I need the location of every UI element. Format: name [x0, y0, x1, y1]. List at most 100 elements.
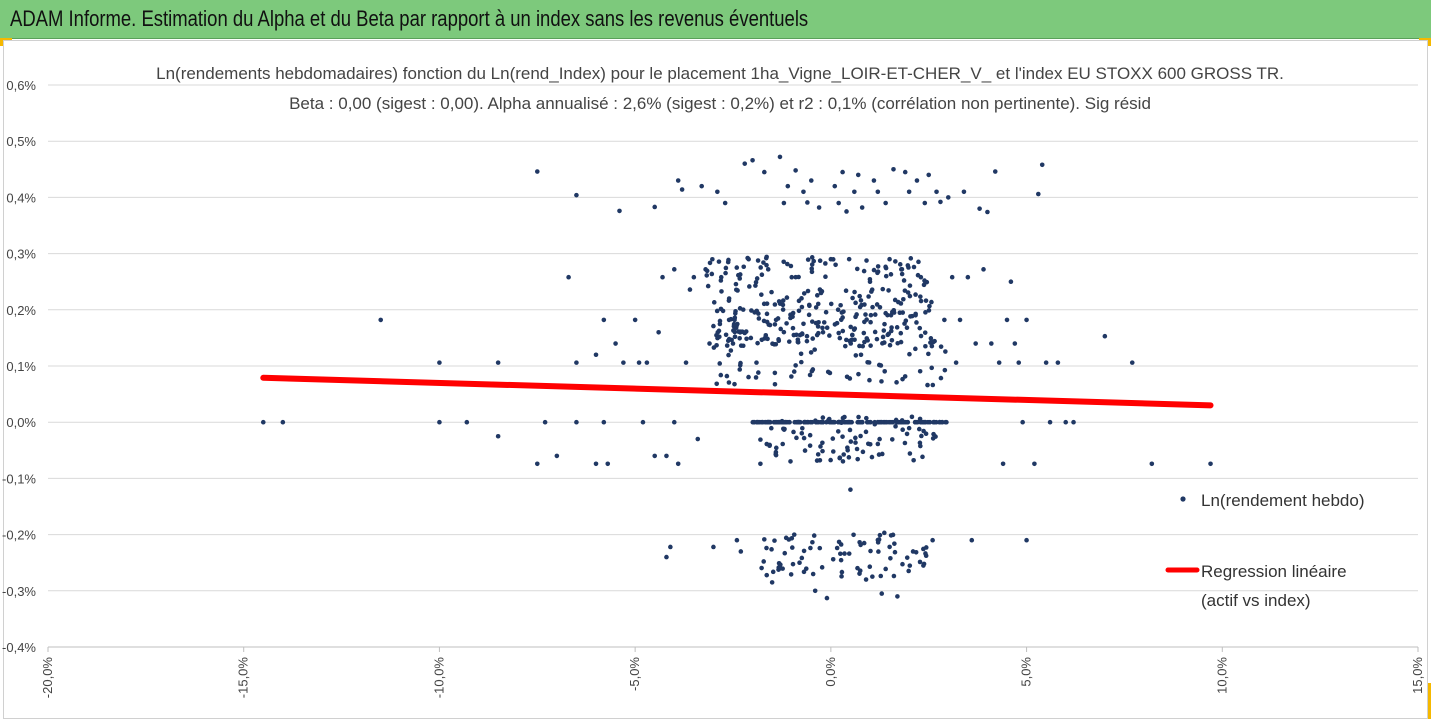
data-point — [902, 169, 908, 175]
data-point — [834, 545, 840, 551]
data-point — [901, 296, 906, 302]
data-point — [1000, 461, 1006, 467]
data-point — [799, 359, 804, 365]
data-point — [902, 288, 908, 293]
data-point — [838, 302, 843, 308]
corner-accent-right-v — [1428, 38, 1431, 46]
data-point — [843, 419, 849, 425]
data-point — [733, 281, 739, 287]
data-point — [930, 537, 935, 543]
data-point — [838, 551, 843, 557]
data-point — [907, 451, 913, 456]
data-point — [718, 372, 724, 378]
data-point — [704, 273, 710, 278]
data-point — [811, 533, 817, 538]
data-point — [923, 343, 928, 349]
data-point — [879, 419, 885, 425]
data-point — [464, 419, 470, 425]
data-point — [714, 308, 720, 314]
data-point — [788, 572, 794, 577]
y-tick-label: -0,3% — [2, 584, 36, 599]
data-point — [844, 209, 849, 214]
data-point — [918, 298, 924, 304]
data-point — [879, 451, 885, 457]
data-points — [260, 154, 1213, 601]
data-point — [863, 577, 869, 582]
y-tick-label: 0,5% — [6, 134, 36, 149]
data-point — [730, 341, 736, 346]
data-point — [926, 351, 931, 357]
data-point — [889, 437, 895, 442]
data-point — [744, 336, 749, 342]
data-point — [1020, 419, 1025, 425]
data-point — [1047, 419, 1053, 425]
data-point — [898, 301, 904, 306]
data-point — [918, 443, 923, 449]
data-point — [879, 591, 885, 596]
data-point — [723, 270, 728, 276]
data-point — [850, 295, 855, 301]
data-point — [719, 289, 724, 294]
data-point — [726, 352, 731, 358]
data-point — [788, 459, 793, 464]
data-point — [742, 330, 748, 336]
data-point — [852, 289, 857, 295]
data-point — [930, 382, 936, 388]
data-point — [888, 555, 893, 561]
data-point — [908, 256, 914, 261]
data-point — [848, 439, 854, 444]
data-point — [866, 294, 871, 299]
data-point — [778, 326, 783, 332]
data-point — [716, 259, 722, 264]
y-tick-label: 0,6% — [6, 78, 36, 93]
data-point — [981, 267, 986, 272]
data-point — [824, 595, 830, 601]
data-point — [961, 189, 967, 195]
data-point — [790, 314, 795, 320]
data-point — [888, 533, 894, 538]
data-point — [756, 419, 761, 425]
data-point — [918, 333, 924, 339]
data-point — [652, 204, 658, 210]
data-point — [847, 376, 853, 381]
data-point — [891, 167, 896, 172]
data-point — [877, 436, 882, 442]
data-point — [867, 276, 873, 282]
data-point — [887, 342, 893, 348]
data-point — [874, 302, 880, 307]
data-point — [732, 334, 738, 340]
data-point — [761, 260, 766, 265]
data-point — [789, 535, 795, 541]
data-point — [875, 264, 881, 269]
data-point — [849, 332, 855, 338]
y-tick-label: 0,2% — [6, 303, 36, 318]
data-point — [765, 336, 770, 342]
data-point — [801, 321, 806, 327]
data-point — [922, 330, 928, 335]
data-point — [875, 441, 881, 447]
data-point — [867, 564, 873, 570]
data-point — [791, 369, 797, 374]
data-point — [738, 549, 744, 554]
data-point — [942, 317, 947, 323]
data-point — [957, 317, 963, 323]
data-point — [816, 205, 822, 210]
data-point — [923, 310, 928, 315]
data-point — [781, 427, 787, 432]
data-point — [871, 178, 877, 183]
data-point — [840, 328, 846, 334]
data-point — [748, 335, 754, 341]
data-point — [874, 336, 880, 342]
data-point — [902, 440, 908, 446]
data-point — [888, 272, 894, 277]
data-point — [931, 431, 936, 437]
data-point — [741, 264, 747, 270]
data-point — [840, 434, 845, 439]
chart-title-line-1: Ln(rendements hebdomadaires) fonction du… — [156, 64, 1284, 83]
data-point — [883, 310, 888, 316]
data-point — [804, 338, 810, 344]
data-point — [763, 332, 769, 338]
data-point — [733, 309, 738, 314]
data-point — [437, 360, 442, 365]
